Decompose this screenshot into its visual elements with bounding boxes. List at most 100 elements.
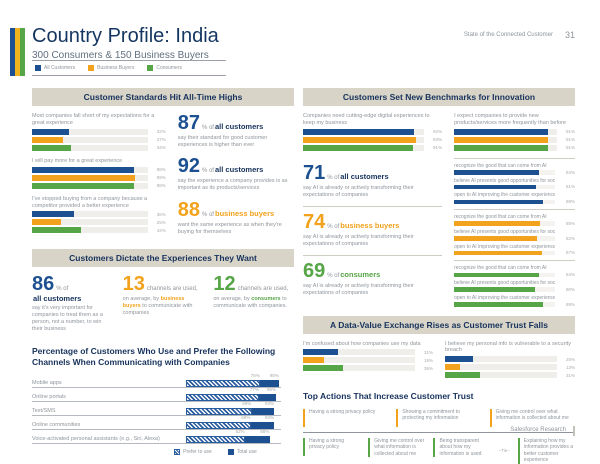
stripe-green-icon xyxy=(20,28,25,76)
ai-bar-fill xyxy=(454,250,542,256)
stat-block: 13 channels are used, on average, by busi… xyxy=(123,274,204,334)
stat-desc-part: on average, by xyxy=(213,295,252,302)
ai-bar-label: recognize the good that can come from AI xyxy=(454,214,547,220)
stat-desc: want the same experience as when they're… xyxy=(178,222,294,236)
stat-desc: say AI is already or actively transformi… xyxy=(303,185,442,199)
bar-row-business-buyers: 19% xyxy=(303,357,433,364)
bar-fill-business-buyers xyxy=(454,136,548,143)
bar-track xyxy=(445,372,557,379)
bar-fill-all-customers xyxy=(303,349,338,356)
bar-fill-business-buyers xyxy=(445,364,460,371)
bar-fill-consumers xyxy=(445,372,480,379)
total-segment xyxy=(260,379,280,387)
ai-bar-row: believe AI presents good opportunities f… xyxy=(454,280,575,292)
stat-number: 92 xyxy=(177,155,200,178)
tri-bar-group: I expect companies to provide new produc… xyxy=(454,113,575,151)
ai-bar-track xyxy=(454,236,555,241)
stat-block: 88% of business buyers want the same expe… xyxy=(178,200,294,236)
page-header: Country Profile: India 300 Consumers & 1… xyxy=(32,25,219,61)
stat-audience: business buyers xyxy=(340,221,400,231)
bar-fill-business-buyers xyxy=(303,357,325,364)
bar-track xyxy=(445,364,557,371)
bar-fill-business-buyers xyxy=(32,136,64,143)
channels-heading: Percentage of Customers Who Use and Pref… xyxy=(32,346,276,368)
tri-bar-group: I'm confused about how companies use my … xyxy=(303,341,433,372)
stat-desc: say it's very important for companies to… xyxy=(32,305,113,334)
stat-lead: % of xyxy=(201,211,214,218)
stat-block: 87% of all customers say their standard f… xyxy=(178,113,294,149)
channel-bar: 77% 95% xyxy=(186,387,281,401)
bar-fill-all-customers xyxy=(32,211,74,218)
stat-line: 74% of business buyers xyxy=(303,212,442,232)
main-legend: All Customers Business Buyers Consumers xyxy=(32,60,226,76)
actions-row-orange: Having a strong privacy policy Showing a … xyxy=(303,408,575,427)
stat-desc: say their standard for good customer exp… xyxy=(178,135,294,149)
stat-desc: say AI is already or actively transformi… xyxy=(303,283,442,297)
innovation-right: I expect companies to provide new produc… xyxy=(454,113,575,310)
stat-line: 87% of all customers xyxy=(178,113,294,133)
channel-row: Voice-activated personal assistants (e.g… xyxy=(32,429,281,444)
ai-bar-row: believe AI presents good opportunities f… xyxy=(454,178,575,190)
bar-fill-consumers xyxy=(32,144,72,151)
bar-fill-all-customers xyxy=(303,128,415,135)
bar-fill-consumers xyxy=(303,144,414,151)
tri-bar-group: I will pay more for a great experience 88… xyxy=(32,158,166,189)
stat-desc: say AI is already or actively transformi… xyxy=(303,234,442,248)
bar-row-all-customers: 91% xyxy=(454,128,575,135)
stat-audience: all customers xyxy=(340,171,389,181)
bar-group-label: Companies need cutting-edge digital expe… xyxy=(303,113,430,126)
bar-track xyxy=(303,365,415,372)
page-title: Country Profile: India xyxy=(32,25,219,47)
ai-bar-value: 87% xyxy=(565,250,575,256)
dictate-stats: 86% of all customers say it's very import… xyxy=(32,274,294,341)
bar-track xyxy=(32,211,148,218)
bar-row-business-buyers: 13% xyxy=(445,364,575,371)
trust-action-item: Giving me control over what information … xyxy=(489,408,575,427)
trust-action-item: Giving me control over what information … xyxy=(368,437,425,458)
ai-bar-row: recognize the good that can come from AI… xyxy=(454,163,575,175)
stat-lead: % of xyxy=(327,174,340,181)
bar-group-label: I will pay more for a great experience xyxy=(32,157,123,164)
bar-value: 19% xyxy=(423,357,433,363)
stat-number: 13 xyxy=(122,272,145,295)
stat-audience: consumers xyxy=(340,270,381,280)
bar-track xyxy=(32,166,148,173)
stat-line: 13 channels are used, xyxy=(123,274,204,294)
bar-row-business-buyers: 93% xyxy=(303,136,442,143)
stat-lead: % of xyxy=(327,273,340,280)
bar-value: 36% xyxy=(423,365,433,371)
stat-lead: % of xyxy=(56,285,69,292)
ai-bar-label: open to AI improving the customer experi… xyxy=(454,243,555,250)
tri-bar-group: I believe my personal info is vulnerable… xyxy=(445,341,575,379)
ai-bar-row: open to AI improving the customer experi… xyxy=(454,295,575,307)
stat-lead: channels are used, xyxy=(146,285,198,292)
stat-audience: all customers xyxy=(214,122,264,131)
standards-content: Most companies fall short of my expectat… xyxy=(32,113,294,243)
ai-bar-fill xyxy=(454,221,540,226)
trust-bar-group: I believe my personal info is vulnerable… xyxy=(445,341,575,386)
bar-track xyxy=(454,144,557,151)
stat-desc-part: say AI is already or actively transformi… xyxy=(303,283,414,297)
legend-label: Consumers xyxy=(156,65,182,71)
stat-desc-part: want the same experience as when they're… xyxy=(177,221,282,235)
ai-bar-value: 88% xyxy=(565,199,575,204)
ai-bar-row: believe AI presents good opportunities f… xyxy=(454,229,575,241)
bar-value: 31% xyxy=(423,349,433,355)
bar-fill-consumers xyxy=(454,144,548,151)
ai-bar-row: recognize the good that can come from AI… xyxy=(454,214,575,226)
legend-label: Business Buyers xyxy=(97,65,135,71)
prefer-segment xyxy=(186,407,252,415)
report-name: State of the Connected Customer xyxy=(463,32,553,38)
bar-value: 91% xyxy=(565,145,575,151)
trust-content: I'm confused about how companies use my … xyxy=(303,341,575,386)
stat-number: 12 xyxy=(213,272,236,295)
channel-bar: 68% 93% xyxy=(186,415,281,429)
channel-bar: 62% 88% xyxy=(186,429,281,443)
section-header-trust: A Data-Value Exchange Rises as Customer … xyxy=(303,315,575,334)
bar-row-consumers: 91% xyxy=(454,144,575,151)
bar-row-business-buyers: 89% xyxy=(32,174,166,181)
channel-label: Online communities xyxy=(32,421,81,428)
bar-group-label: I expect companies to provide new produc… xyxy=(454,113,566,126)
trust-action-item: Having a strong privacy policy xyxy=(303,437,360,456)
bar-fill-all-customers xyxy=(454,128,548,135)
